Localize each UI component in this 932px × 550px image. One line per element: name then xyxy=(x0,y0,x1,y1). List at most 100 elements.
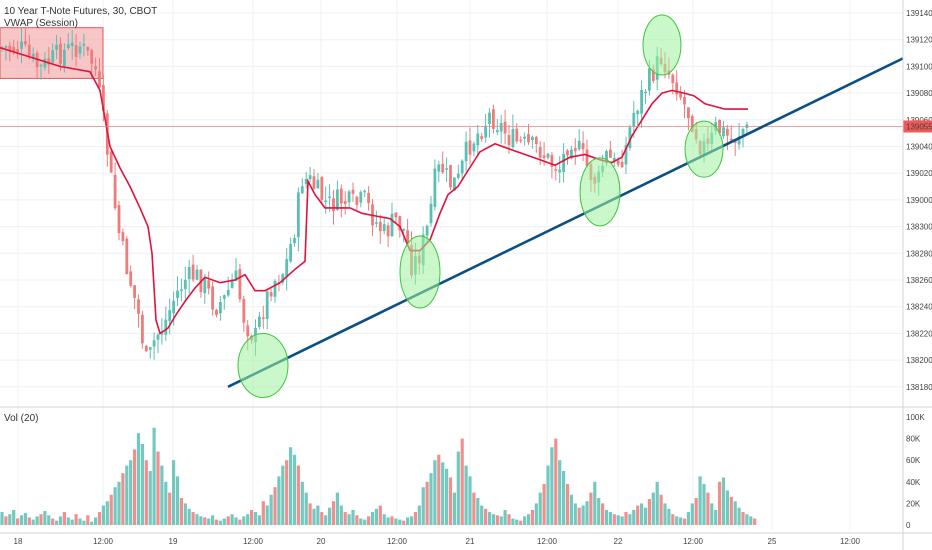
candle-body xyxy=(258,316,261,328)
volume-bar xyxy=(27,517,31,525)
time-tick-label: 12:00 xyxy=(683,537,704,546)
volume-bar xyxy=(8,514,12,525)
candle-body xyxy=(429,203,433,224)
candle-body xyxy=(324,200,328,203)
volume-bar xyxy=(729,496,733,525)
volume-bar xyxy=(534,503,538,525)
candle-body xyxy=(31,53,35,59)
candle-body xyxy=(70,42,74,46)
volume-bar xyxy=(273,487,277,525)
candle-body xyxy=(460,160,464,174)
candle-body xyxy=(640,89,643,114)
price-tick-label: 139000 xyxy=(906,196,932,205)
candle-body xyxy=(51,50,55,63)
volume-bar xyxy=(363,519,367,525)
candle-body xyxy=(117,205,121,234)
ellipses xyxy=(237,14,724,398)
volume-bar xyxy=(230,514,234,525)
price-axis[interactable]: 139140 139120 139100 139080 139060 139040 1390… xyxy=(906,9,932,392)
volume-bar xyxy=(417,505,421,525)
volume-bar xyxy=(659,494,663,525)
volume-bar xyxy=(686,512,690,525)
price-tick-label: 139080 xyxy=(906,89,932,98)
time-tick-label: 25 xyxy=(768,537,777,546)
volume-bar xyxy=(546,465,550,525)
time-axis[interactable]: 18 12:00 19 12:00 20 12:00 21 12:00 22 12:00 25 12:… xyxy=(14,537,861,546)
volume-bar xyxy=(702,483,706,525)
volume-bar xyxy=(679,517,683,525)
volume-bar xyxy=(647,499,651,525)
price-tick-label: 138260 xyxy=(906,276,932,285)
candle-body xyxy=(620,161,624,168)
candle-body xyxy=(453,177,456,191)
volume-bar xyxy=(23,513,27,525)
candle-body xyxy=(632,112,636,127)
volume-bar xyxy=(140,444,144,525)
volume-bar xyxy=(671,514,675,525)
volume-bar xyxy=(538,492,542,525)
candle-body xyxy=(534,136,538,145)
time-tick-label: 19 xyxy=(169,537,178,546)
price-tick-label: 139140 xyxy=(906,9,932,18)
volume-bar xyxy=(714,509,718,525)
candle-body xyxy=(651,68,655,82)
volume-bar xyxy=(460,438,464,525)
volume-tick-label: 40K xyxy=(906,478,921,487)
volume-bar xyxy=(51,518,55,525)
volume-bar xyxy=(86,515,90,525)
price-tick-label: 139040 xyxy=(906,143,932,152)
volume-bar xyxy=(725,490,729,525)
highlight-ellipse xyxy=(399,235,441,309)
volume-bar xyxy=(70,519,74,525)
trendline[interactable] xyxy=(227,57,904,388)
volume-bar xyxy=(370,512,375,525)
candle-body xyxy=(729,138,733,141)
volume-axis[interactable]: 100K 80K 60K 40K 20K 0 xyxy=(906,413,925,530)
time-tick-label: 12:00 xyxy=(537,537,558,546)
volume-bar xyxy=(265,505,269,525)
time-tick-label: 12:00 xyxy=(243,537,264,546)
volume-bar xyxy=(601,503,605,525)
volume-bar xyxy=(523,516,527,525)
volume-bar xyxy=(277,476,281,525)
volume-bar xyxy=(406,517,410,525)
volume-bar xyxy=(234,517,238,525)
candle-body xyxy=(12,47,16,52)
volume-bar xyxy=(624,512,628,525)
candle-body xyxy=(168,310,172,321)
volume-bar xyxy=(733,501,737,525)
volume-bar xyxy=(491,514,495,525)
volume-bar xyxy=(304,492,308,525)
candle-body xyxy=(285,259,289,278)
candle-body xyxy=(16,49,19,52)
candle-body xyxy=(183,279,187,290)
volume-bar xyxy=(168,492,172,525)
candle-body xyxy=(289,244,292,262)
volume-pane[interactable] xyxy=(0,427,757,525)
candle-body xyxy=(242,299,246,323)
candle-body xyxy=(215,309,218,315)
volume-bar xyxy=(452,492,456,525)
volume-bar xyxy=(737,507,741,525)
candle-body xyxy=(441,163,445,173)
time-tick-label: 22 xyxy=(614,537,623,546)
price-pane[interactable] xyxy=(0,14,904,398)
volume-bar xyxy=(105,501,109,525)
volume-bar xyxy=(718,481,722,525)
volume-bar xyxy=(246,514,250,525)
volume-bar xyxy=(66,517,70,525)
candle-body xyxy=(47,58,51,65)
volume-bar xyxy=(164,481,168,525)
candle-body xyxy=(109,151,113,173)
candle-body xyxy=(675,82,679,95)
candle-body xyxy=(570,149,573,159)
volume-bar xyxy=(721,477,726,525)
candle-body xyxy=(690,116,694,133)
volume-bar xyxy=(250,509,254,525)
volume-bar xyxy=(55,520,59,525)
volume-bar xyxy=(58,516,63,525)
volume-bar xyxy=(257,515,261,525)
volume-bar xyxy=(573,503,577,525)
candle-body xyxy=(152,340,156,347)
